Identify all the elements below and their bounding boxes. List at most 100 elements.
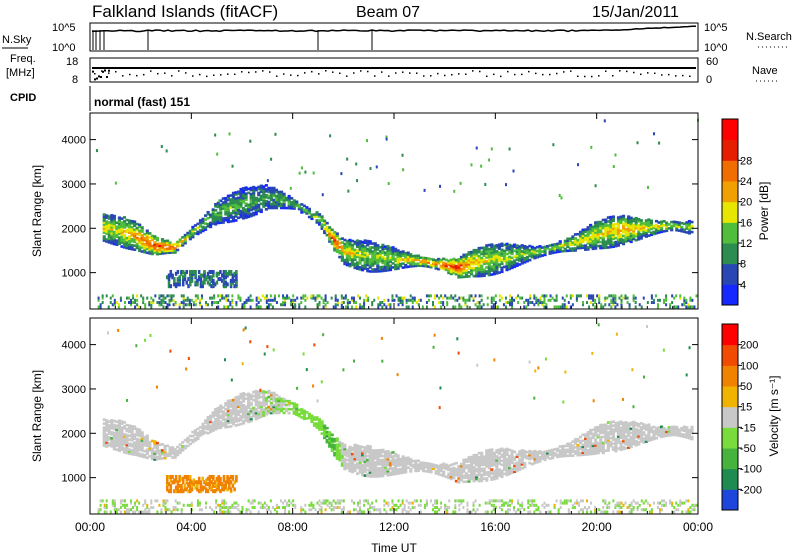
heatmap-cell xyxy=(171,247,175,250)
heatmap-cell xyxy=(609,420,613,424)
heatmap-cell xyxy=(396,261,400,264)
heatmap-cell xyxy=(637,227,641,231)
heatmap-cell xyxy=(269,403,273,407)
heatmap-cell xyxy=(345,241,349,245)
heatmap-cell xyxy=(475,469,479,473)
heatmap-cell xyxy=(513,456,517,460)
heatmap-cell xyxy=(391,467,395,470)
heatmap-cell xyxy=(571,303,574,307)
heatmap-cell xyxy=(459,472,463,476)
heatmap-cell xyxy=(181,441,185,444)
heatmap-cell xyxy=(475,266,479,270)
heatmap-cell xyxy=(115,426,119,430)
heatmap-cell xyxy=(368,469,372,472)
heatmap-cell xyxy=(404,253,408,257)
heatmap-cell xyxy=(495,246,499,249)
heatmap-cell xyxy=(366,261,370,265)
heatmap-cell xyxy=(371,467,375,470)
heatmap-cell xyxy=(383,466,387,469)
heatmap-cell xyxy=(295,409,299,413)
heatmap-cell xyxy=(176,242,180,246)
heatmap-cell xyxy=(599,236,603,240)
heatmap-cell xyxy=(143,441,147,445)
heatmap-cell xyxy=(297,203,301,207)
heatmap-cell xyxy=(345,247,349,251)
nave-dot xyxy=(668,73,670,76)
heatmap-cell xyxy=(145,438,149,442)
heatmap-cell xyxy=(226,212,230,216)
heatmap-cell xyxy=(616,218,621,221)
heatmap-cell xyxy=(490,257,494,260)
heatmap-cell xyxy=(477,272,481,276)
heatmap-cell xyxy=(216,406,220,410)
heatmap-cell xyxy=(170,298,173,302)
heatmap-cell xyxy=(611,237,615,240)
heatmap-cell xyxy=(186,438,190,442)
heatmap-cell xyxy=(242,408,246,411)
heatmap-cell xyxy=(421,260,425,264)
heatmap-cell xyxy=(163,444,167,448)
heatmap-cell xyxy=(620,294,623,298)
heatmap-cell xyxy=(113,298,116,302)
heatmap-cell xyxy=(120,239,124,242)
heatmap-cell xyxy=(490,468,494,471)
heatmap-cell xyxy=(533,294,536,298)
heatmap-cell xyxy=(639,223,643,226)
heatmap-cell xyxy=(140,226,144,229)
heatmap-cell xyxy=(345,452,349,456)
heatmap-cell xyxy=(183,233,187,237)
heatmap-cell xyxy=(627,229,631,232)
heatmap-cell xyxy=(191,231,195,235)
heatmap-cell xyxy=(189,282,192,287)
heatmap-cell xyxy=(404,265,408,269)
heatmap-cell xyxy=(502,456,507,460)
heatmap-cell xyxy=(212,269,215,274)
heatmap-cell xyxy=(426,468,431,471)
heatmap-cell xyxy=(136,294,139,298)
heatmap-cell xyxy=(122,230,127,233)
heatmap-cell xyxy=(373,242,377,245)
heatmap-cell xyxy=(485,272,489,275)
heatmap-cell xyxy=(255,298,258,302)
heatmap-cell xyxy=(584,451,588,454)
heatmap-cell xyxy=(110,218,114,221)
heatmap-cell xyxy=(611,438,615,441)
heatmap-cell xyxy=(368,465,372,468)
heatmap-cell xyxy=(652,232,656,236)
heatmap-cell xyxy=(396,257,400,260)
heatmap-cell xyxy=(690,437,694,441)
heatmap-cell xyxy=(323,424,327,428)
heatmap-cell xyxy=(606,441,610,444)
heatmap-cell xyxy=(611,442,615,445)
heatmap-cell xyxy=(168,243,172,246)
heatmap-cell xyxy=(148,252,152,255)
heatmap-cell xyxy=(249,403,253,407)
heatmap-cell xyxy=(563,239,567,243)
heatmap-cell xyxy=(475,268,479,272)
heatmap-cell xyxy=(345,255,349,259)
heatmap-cell xyxy=(584,230,588,233)
heatmap-cell xyxy=(533,248,537,252)
heatmap-cell xyxy=(594,239,598,242)
heatmap-cell xyxy=(406,257,410,261)
heatmap-cell xyxy=(150,296,153,300)
heatmap-cell xyxy=(184,298,187,302)
heatmap-cell xyxy=(125,244,129,248)
heatmap-cell xyxy=(490,243,494,246)
heatmap-cell xyxy=(263,296,266,300)
heatmap-cell xyxy=(619,442,623,446)
heatmap-cell xyxy=(508,257,512,261)
heatmap-cell xyxy=(183,241,187,245)
heatmap-cell xyxy=(510,459,514,463)
heatmap-cell xyxy=(388,248,393,252)
heatmap-cell xyxy=(388,256,393,260)
heatmap-cell xyxy=(267,194,271,198)
heatmap-cell xyxy=(219,205,223,209)
heatmap-cell xyxy=(320,223,324,226)
heatmap-cell xyxy=(616,228,621,231)
heatmap-cell xyxy=(242,197,246,200)
heatmap-cell xyxy=(163,446,167,450)
heatmap-cell xyxy=(401,455,405,458)
heatmap-cell xyxy=(482,467,486,471)
heatmap-cell xyxy=(262,195,266,198)
